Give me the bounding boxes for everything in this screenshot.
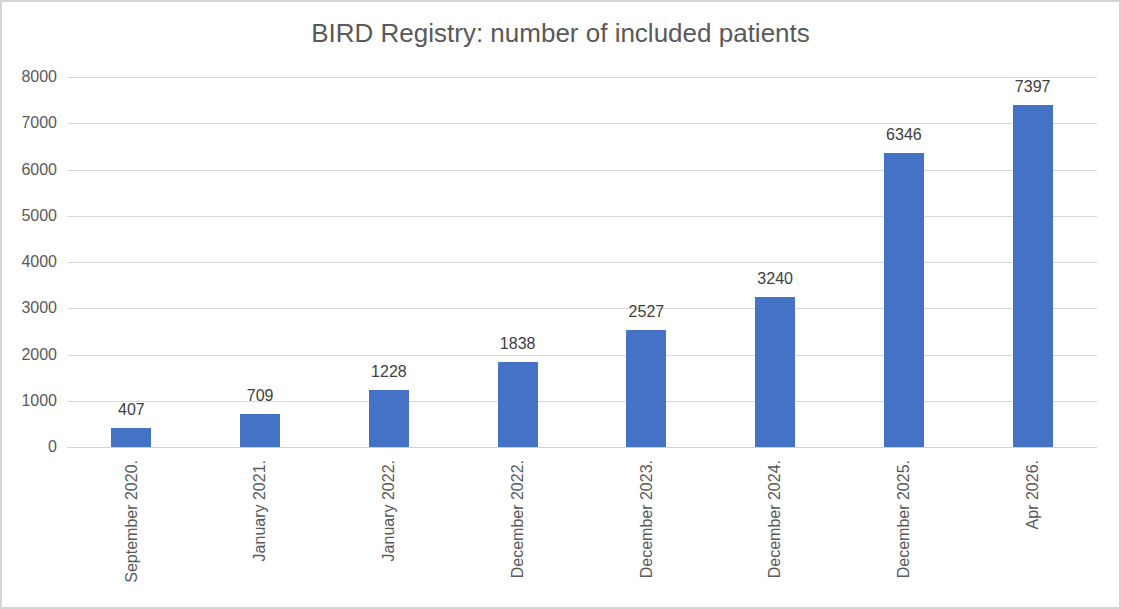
bar [1013, 105, 1053, 447]
bar [626, 330, 666, 447]
y-tick-label: 1000 [0, 391, 57, 411]
x-category-label: September 2020. [122, 460, 141, 583]
x-category-label: December 2024. [766, 460, 785, 578]
y-tick-label: 8000 [0, 67, 57, 87]
x-category-label: December 2023. [637, 460, 656, 578]
y-tick-label: 5000 [0, 206, 57, 226]
bar [111, 428, 151, 447]
bar-value-label: 6346 [859, 125, 949, 145]
bar-value-label: 2527 [601, 302, 691, 322]
gridline [67, 355, 1097, 356]
gridline [67, 77, 1097, 78]
bar [240, 414, 280, 447]
gridline [67, 216, 1097, 217]
gridline [67, 262, 1097, 263]
x-category-label: December 2025. [894, 460, 913, 578]
gridline [67, 123, 1097, 124]
y-tick-label: 7000 [0, 113, 57, 133]
x-category-label: January 2022. [379, 460, 398, 561]
bar-value-label: 407 [86, 400, 176, 420]
bar [498, 362, 538, 447]
bar [369, 390, 409, 447]
x-category-label: Apr 2026. [1023, 460, 1042, 529]
bar-value-label: 3240 [730, 269, 820, 289]
gridline [67, 170, 1097, 171]
y-tick-label: 2000 [0, 345, 57, 365]
y-tick-label: 4000 [0, 252, 57, 272]
y-tick-label: 6000 [0, 160, 57, 180]
bar [755, 297, 795, 447]
bar-value-label: 709 [215, 386, 305, 406]
x-category-label: December 2022. [508, 460, 527, 578]
bar [884, 153, 924, 447]
bar-value-label: 1838 [473, 334, 563, 354]
plot-area: 0 1000 2000 3000 4000 5000 6000 7000 8000 407 Sept… [0, 0, 1121, 609]
bar-value-label: 7397 [988, 77, 1078, 97]
y-tick-label: 0 [0, 437, 57, 457]
bar-chart: BIRD Registry: number of included patien… [0, 0, 1121, 609]
bar-value-label: 1228 [344, 362, 434, 382]
x-category-label: January 2021. [251, 460, 270, 561]
gridline [67, 308, 1097, 309]
x-axis-line [67, 447, 1097, 448]
y-tick-label: 3000 [0, 298, 57, 318]
